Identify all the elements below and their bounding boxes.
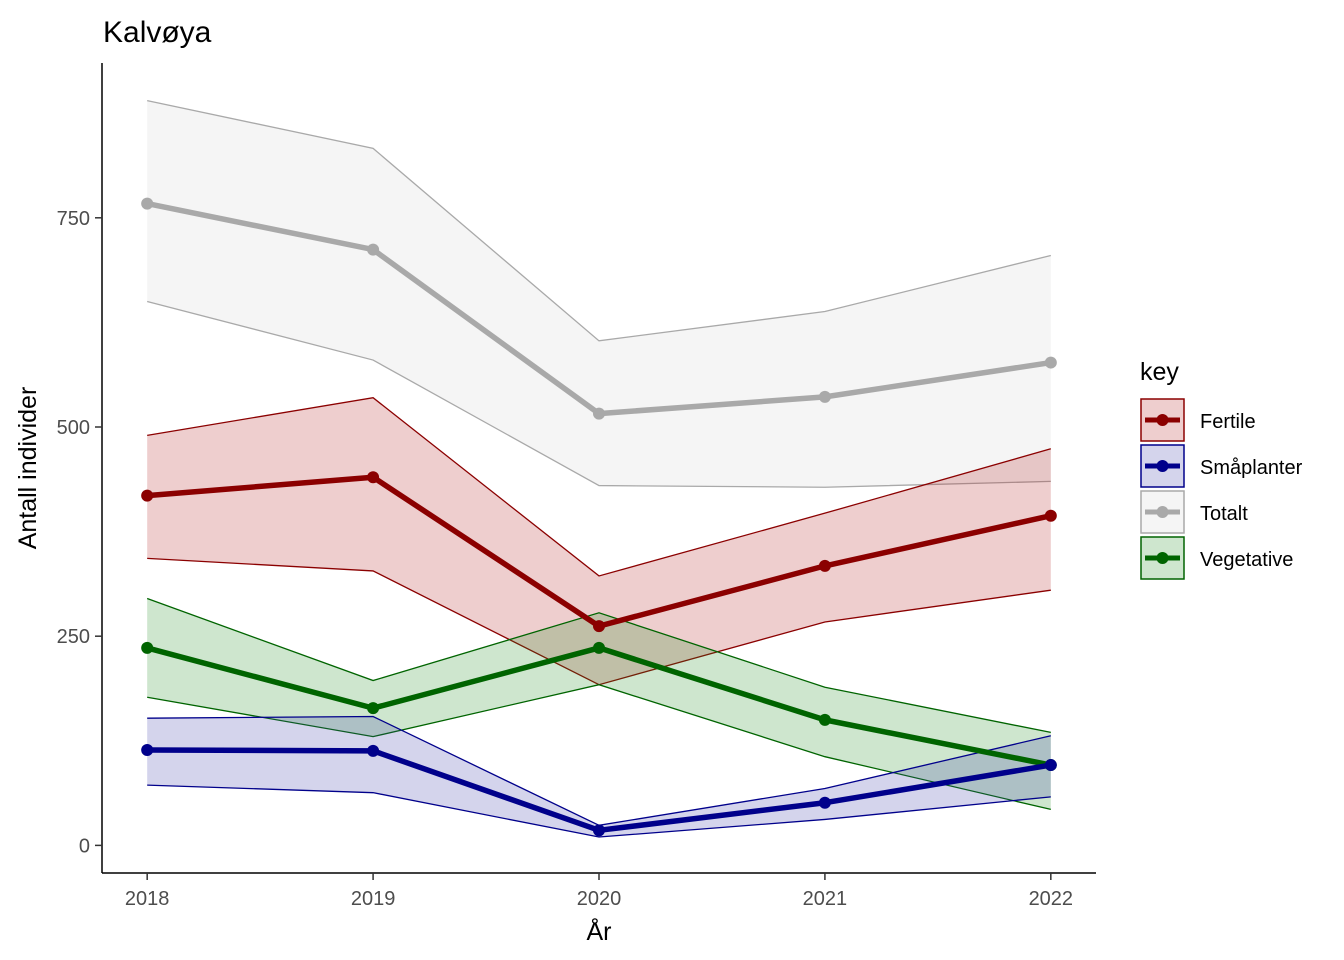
legend-dot-totalt: [1156, 506, 1169, 518]
legend-key-smaplanter: [1140, 444, 1185, 488]
point-fertile-2020: [593, 620, 605, 633]
y-tick-label-750: 750: [57, 208, 90, 230]
legend-key-fertile: [1140, 398, 1185, 442]
point-totalt-2021: [818, 390, 831, 403]
point-totalt-2019: [367, 243, 380, 256]
band-lower-totalt: [147, 300, 1051, 488]
legend-key-totalt: [1140, 490, 1185, 534]
point-totalt-2022: [1044, 356, 1057, 369]
legend-title: key: [1140, 358, 1179, 386]
y-axis-ticks: 0 250 500 750: [57, 208, 102, 857]
band-fertile: [147, 397, 1051, 685]
point-smaplanter-2019: [367, 744, 380, 757]
point-vegetative-2019: [367, 702, 380, 715]
x-axis-title: År: [587, 916, 612, 946]
legend-label-vegetative: Vegetative: [1200, 549, 1293, 571]
legend-dot-vegetative: [1156, 552, 1169, 564]
point-vegetative-2021: [818, 713, 831, 726]
point-vegetative-2018: [141, 641, 154, 654]
band-upper-fertile: [147, 397, 1051, 577]
band-lower-smaplanter: [147, 784, 1051, 838]
x-axis-ticks: 2018 2019 2020 2021 2022: [125, 873, 1073, 910]
series-points: [141, 197, 1057, 837]
point-fertile-2019: [367, 471, 380, 484]
x-tick-label-2021: 2021: [803, 888, 848, 910]
point-fertile-2021: [818, 559, 831, 572]
legend: key Fertile Småplanter Totalt Vegetative: [1140, 358, 1303, 580]
y-tick-label-250: 250: [57, 626, 90, 648]
band-upper-totalt: [147, 100, 1051, 342]
legend-dot-smaplanter: [1156, 460, 1169, 472]
point-fertile-2022: [1044, 509, 1057, 522]
y-tick-label-500: 500: [57, 417, 90, 439]
point-smaplanter-2018: [141, 743, 154, 756]
point-smaplanter-2022: [1044, 759, 1057, 772]
x-tick-label-2018: 2018: [125, 888, 170, 910]
chart-title: Kalvøya: [103, 16, 212, 49]
band-lower-vegetative: [147, 684, 1051, 811]
point-vegetative-2020: [593, 641, 605, 654]
legend-dot-fertile: [1156, 414, 1169, 426]
point-smaplanter-2021: [818, 796, 831, 809]
x-tick-label-2022: 2022: [1029, 888, 1074, 910]
point-totalt-2020: [593, 407, 605, 420]
legend-label-smaplanter: Småplanter: [1200, 457, 1303, 479]
y-axis-title: Antall individer: [14, 387, 42, 550]
point-totalt-2018: [141, 197, 154, 210]
confidence-bands: [146, 100, 1051, 838]
y-tick-label-0: 0: [79, 835, 90, 857]
band-upper-vegetative: [146, 597, 1051, 734]
legend-key-vegetative: [1140, 536, 1185, 580]
x-tick-label-2019: 2019: [351, 888, 396, 910]
x-tick-label-2020: 2020: [577, 888, 622, 910]
legend-label-fertile: Fertile: [1200, 411, 1256, 433]
legend-label-totalt: Totalt: [1200, 503, 1248, 525]
point-smaplanter-2020: [593, 824, 605, 837]
band-totalt: [147, 100, 1051, 488]
point-fertile-2018: [141, 489, 154, 502]
